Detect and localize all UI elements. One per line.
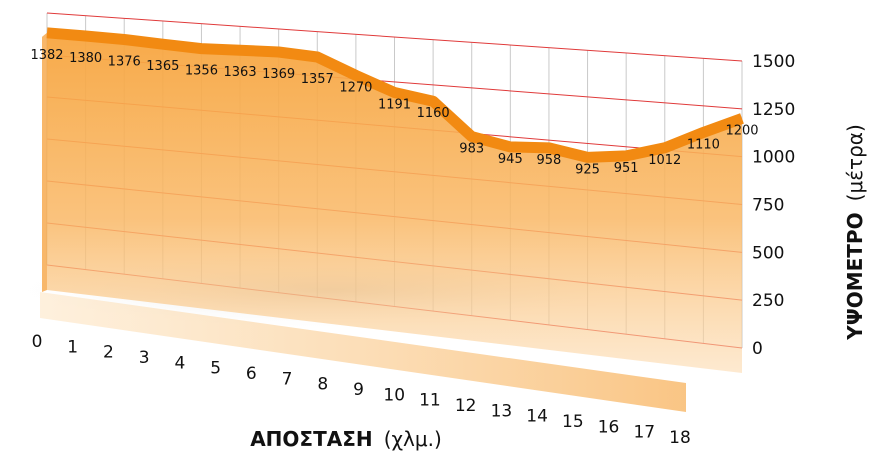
area-fill bbox=[47, 32, 742, 374]
y-tick-label: 0 bbox=[752, 339, 763, 359]
y-tick-label: 1000 bbox=[752, 148, 795, 168]
x-tick-label: 11 bbox=[419, 391, 441, 411]
floor-strip bbox=[40, 292, 686, 412]
area-side bbox=[42, 32, 47, 293]
data-label: 1365 bbox=[146, 59, 179, 74]
data-label: 1160 bbox=[417, 106, 450, 121]
chart-floor bbox=[40, 292, 686, 412]
x-tick-label: 3 bbox=[139, 348, 150, 368]
x-tick-label: 13 bbox=[491, 401, 513, 421]
x-tick-label: 16 bbox=[598, 417, 620, 437]
horizontal-gridline bbox=[46, 12, 743, 62]
x-tick-label: 5 bbox=[210, 359, 221, 379]
x-axis-title-main: ΑΠΟΣΤΑΣΗ bbox=[250, 427, 372, 451]
x-tick-label: 6 bbox=[246, 364, 257, 384]
y-axis-title-main: ΥΨΟΜΕΤΡΟ bbox=[843, 212, 867, 340]
x-axis-title-unit: (χλμ.) bbox=[384, 427, 442, 451]
x-tick-label: 14 bbox=[526, 407, 548, 427]
y-tick-label: 500 bbox=[752, 243, 784, 263]
data-label: 1380 bbox=[69, 51, 102, 66]
data-label: 1363 bbox=[224, 65, 257, 80]
y-tick-label: 250 bbox=[752, 291, 784, 311]
y-axis-title: ΥΨΟΜΕΤΡΟ (μέτρα) bbox=[843, 124, 867, 341]
data-label: 1369 bbox=[262, 67, 295, 82]
x-tick-label: 1 bbox=[67, 337, 78, 357]
x-tick-label: 2 bbox=[103, 343, 114, 363]
data-label: 983 bbox=[459, 142, 484, 157]
data-label: 1376 bbox=[108, 54, 141, 69]
data-label: 958 bbox=[537, 153, 562, 168]
x-tick-label: 17 bbox=[633, 423, 655, 443]
x-tick-label: 15 bbox=[562, 412, 584, 432]
y-tick-label: 1500 bbox=[752, 52, 795, 72]
x-tick-label: 12 bbox=[455, 396, 477, 416]
data-label: 1200 bbox=[725, 123, 758, 138]
x-tick-label: 10 bbox=[383, 385, 405, 405]
x-tick-label: 4 bbox=[174, 353, 185, 373]
x-tick-label: 0 bbox=[32, 332, 43, 352]
data-label: 1110 bbox=[687, 137, 720, 152]
data-label: 945 bbox=[498, 152, 523, 167]
area-series bbox=[42, 27, 744, 374]
data-label: 1012 bbox=[648, 153, 681, 168]
data-label: 1191 bbox=[378, 98, 411, 113]
data-label: 1382 bbox=[30, 48, 63, 63]
y-axis-ticks: 0 250 500 750 1000 1250 1500 bbox=[752, 52, 795, 359]
x-tick-label: 18 bbox=[669, 428, 691, 448]
x-axis-ticks: 0 1 2 3 4 5 6 7 8 9 10 11 12 13 14 15 16 17 18 bbox=[32, 332, 691, 448]
data-labels: 1382 1380 1376 1365 1356 1363 1369 1357 1270 1191… bbox=[30, 48, 758, 178]
y-tick-label: 1250 bbox=[752, 100, 795, 120]
data-label: 1356 bbox=[185, 64, 218, 79]
data-label: 1357 bbox=[301, 72, 334, 87]
series-line bbox=[46, 27, 744, 163]
data-label: 951 bbox=[614, 161, 639, 176]
x-axis-title: ΑΠΟΣΤΑΣΗ (χλμ.) bbox=[250, 427, 442, 451]
x-tick-label: 9 bbox=[353, 380, 364, 400]
x-tick-label: 7 bbox=[282, 369, 293, 389]
data-label: 925 bbox=[575, 162, 600, 177]
data-label: 1270 bbox=[339, 80, 372, 95]
y-axis-title-unit: (μέτρα) bbox=[843, 124, 867, 201]
y-tick-label: 750 bbox=[752, 196, 784, 216]
x-tick-label: 8 bbox=[317, 375, 328, 395]
